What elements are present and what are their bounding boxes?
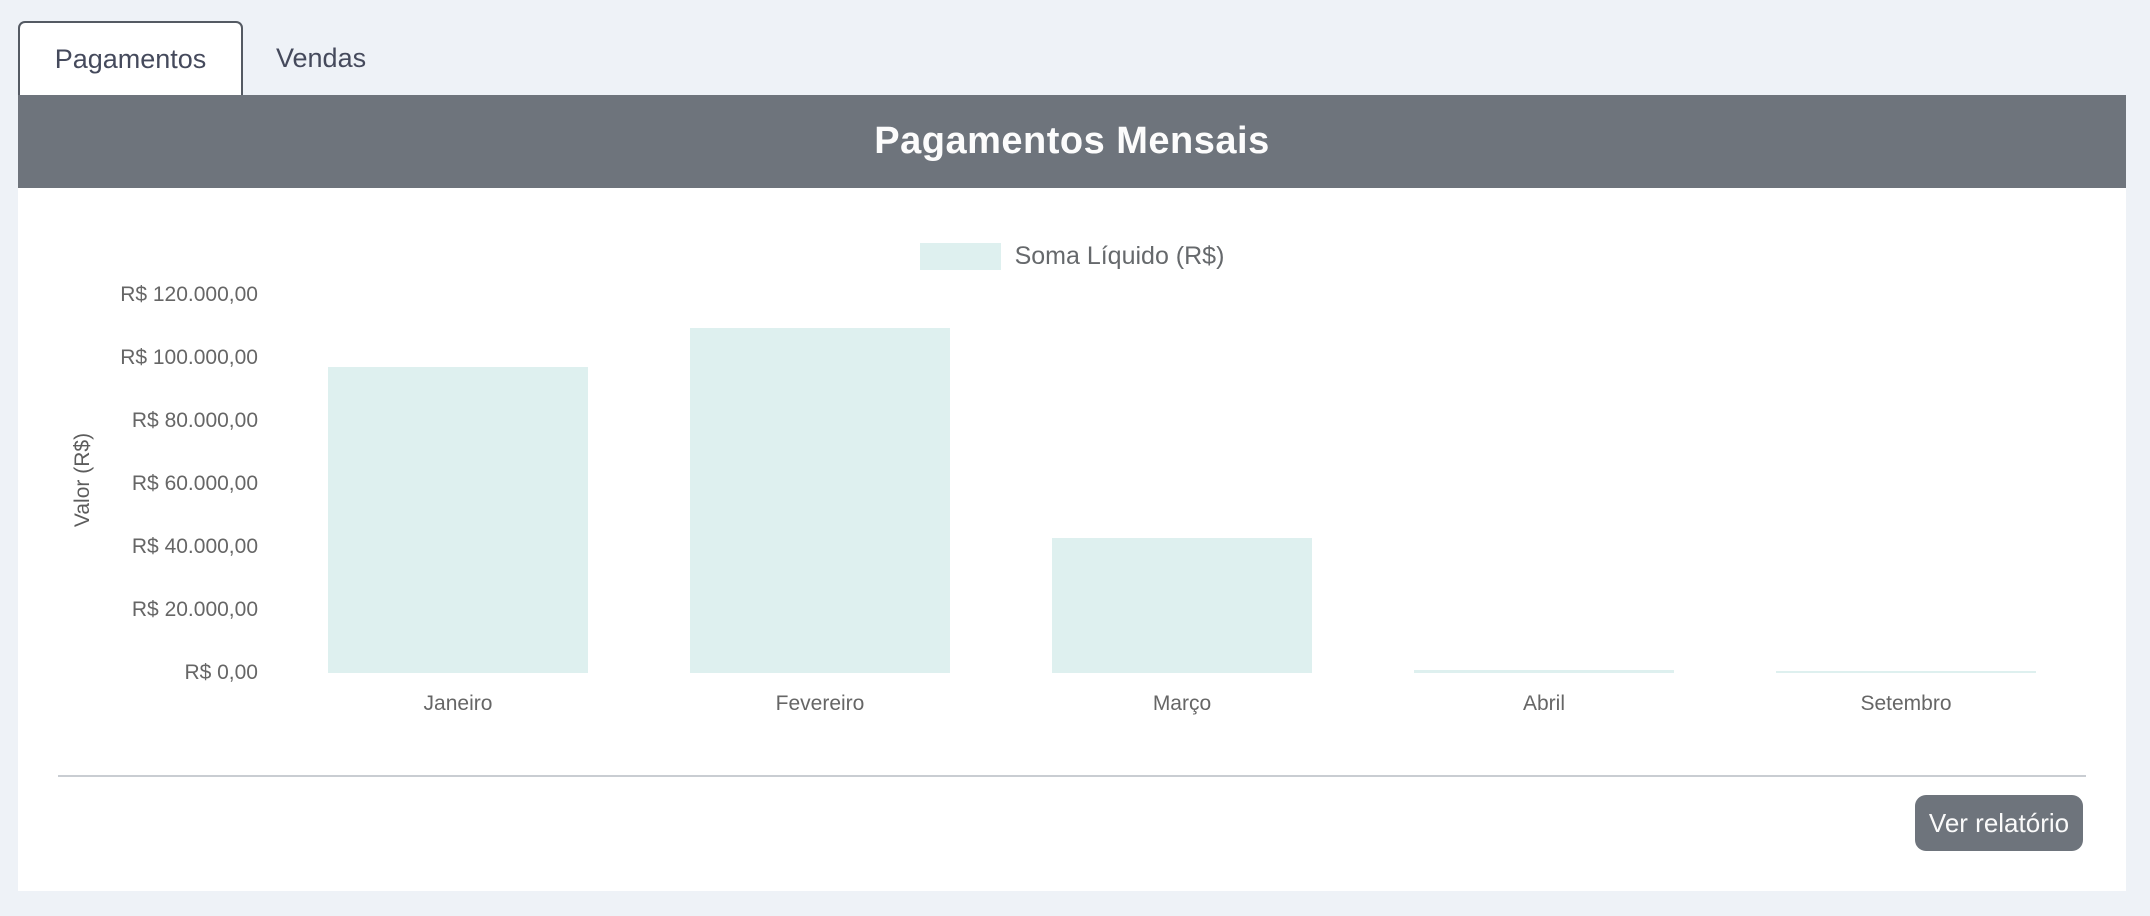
x-category-label: Março	[1152, 692, 1212, 715]
footer-divider	[58, 775, 2086, 777]
x-category-label: Janeiro	[423, 692, 493, 715]
tab-vendas-label: Vendas	[276, 42, 367, 73]
bar-marco	[1052, 538, 1312, 673]
y-tick-label: R$ 20.000,00	[131, 598, 258, 621]
bar-setembro	[1776, 671, 2036, 673]
y-tick-label: R$ 100.000,00	[120, 346, 258, 369]
y-tick-label: R$ 60.000,00	[131, 472, 258, 495]
view-report-button[interactable]: Ver relatório	[1915, 795, 2083, 851]
legend-swatch	[919, 243, 1001, 270]
legend-label: Soma Líquido (R$)	[1014, 242, 1225, 270]
x-category-label: Setembro	[1860, 692, 1952, 715]
plot-area: R$ 120.000,00 R$ 100.000,00 R$ 80.000,00 R$…	[18, 188, 2126, 891]
bar-fevereiro	[690, 328, 950, 673]
chart-card: Soma Líquido (R$) Valor (R$) R$ 120.000,…	[18, 188, 2126, 891]
bar-abril	[1414, 670, 1674, 673]
tab-pagamentos-label: Pagamentos	[54, 43, 207, 74]
y-tick-label: R$ 0,00	[184, 661, 258, 684]
page-title: Pagamentos Mensais	[874, 120, 1270, 162]
bar-janeiro	[328, 367, 588, 673]
tab-pagamentos[interactable]: Pagamentos	[18, 21, 243, 95]
y-tick-label: R$ 120.000,00	[120, 283, 258, 306]
y-tick-label: R$ 80.000,00	[131, 409, 258, 432]
x-category-label: Fevereiro	[775, 692, 865, 715]
panel-header: Pagamentos Mensais	[18, 95, 2126, 188]
tab-vendas[interactable]: Vendas	[243, 21, 399, 95]
x-category-label: Abril	[1522, 692, 1565, 715]
y-tick-label: R$ 40.000,00	[131, 535, 258, 558]
chart-legend[interactable]: Soma Líquido (R$)	[18, 242, 2126, 271]
